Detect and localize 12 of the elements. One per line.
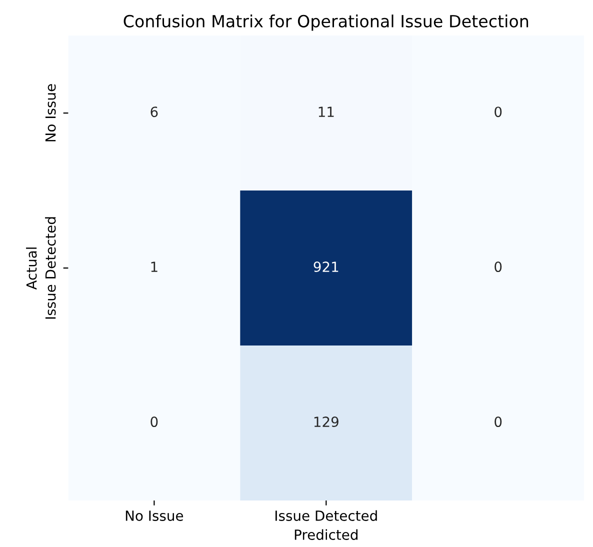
data-label: 0 [494, 262, 502, 272]
data-label: 1 [151, 262, 158, 272]
data-label: 0 [150, 416, 158, 428]
data-label: 6 [150, 106, 158, 118]
data-label: 129 [314, 416, 338, 428]
y-axis-title: Actual [26, 248, 37, 290]
data-label: 921 [314, 262, 338, 272]
data-label: 0 [494, 416, 502, 428]
chart-title: Confusion Matrix for Operational Issue Detection [124, 14, 528, 31]
data-label: 11 [318, 106, 334, 117]
data-label: 0 [494, 106, 502, 118]
x-axis-title: Predicted [294, 529, 358, 540]
